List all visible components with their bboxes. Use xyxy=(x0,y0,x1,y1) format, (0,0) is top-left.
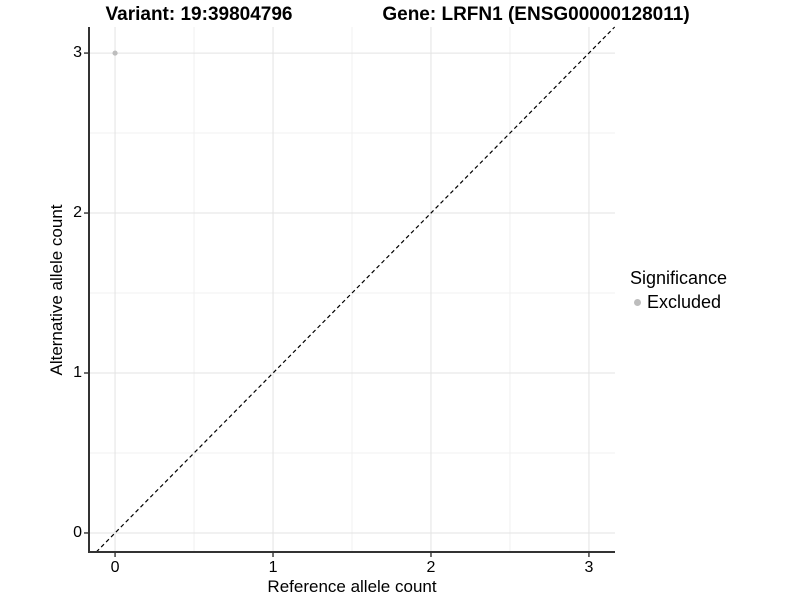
x-axis-title: Reference allele count xyxy=(267,577,437,596)
legend-title: Significance xyxy=(630,268,728,288)
legend-entry-excluded: Excluded xyxy=(630,291,727,313)
y-tick-label: 1 xyxy=(73,364,82,381)
y-tick-label: 0 xyxy=(73,523,82,541)
legend-point-icon xyxy=(634,298,641,306)
legend-entry-label: Excluded xyxy=(647,292,722,312)
identity-reference-line xyxy=(95,26,616,553)
plot-title-gene: Gene: LRFN1 (ENSG00000128011) xyxy=(382,4,690,25)
y-axis-title: Alternative allele count xyxy=(47,204,66,376)
x-tick-label: 1 xyxy=(268,559,278,576)
data-point xyxy=(112,50,118,56)
legend: Significance Excluded xyxy=(630,267,727,313)
y-tick-label: 2 xyxy=(73,204,82,222)
x-tick-label: 0 xyxy=(110,559,120,576)
plot-title-variant: Variant: 19:39804796 xyxy=(105,4,293,25)
y-tick-label: 3 xyxy=(73,44,82,62)
x-tick-label: 3 xyxy=(584,559,594,576)
x-tick-label: 2 xyxy=(426,559,436,576)
